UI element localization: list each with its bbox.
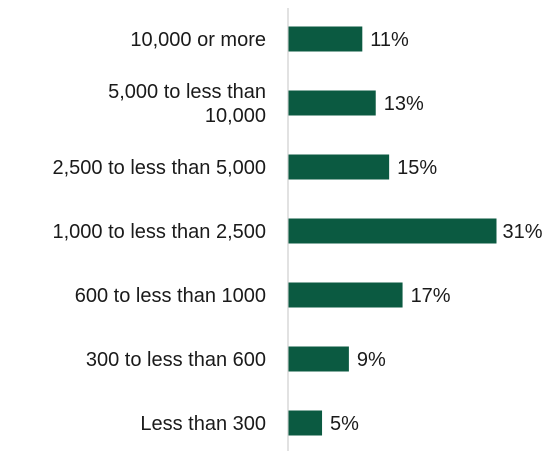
category-label-line: Less than 300	[140, 413, 266, 435]
bar	[288, 90, 376, 116]
category-label-line: 1,000 to less than 2,500	[53, 221, 267, 243]
data-label: 15%	[397, 157, 437, 179]
category-label: 300 to less than 600	[86, 349, 266, 371]
data-label: 9%	[357, 349, 386, 371]
data-label: 11%	[370, 29, 409, 51]
category-label-line: 5,000 to less than	[108, 81, 266, 103]
category-label-line: 600 to less than 1000	[75, 285, 266, 307]
category-label-line: 300 to less than 600	[86, 349, 266, 371]
data-label: 5%	[330, 413, 359, 435]
bar	[288, 410, 323, 436]
category-label: Less than 300	[140, 413, 266, 435]
category-label: 5,000 to less than 10,000	[108, 81, 266, 127]
bar	[288, 154, 390, 180]
category-label-line: 10,000	[205, 105, 266, 127]
bar	[288, 346, 349, 372]
labels-layer: 11% 10,000 or more 13% 5,000 to less than 10…	[53, 29, 543, 435]
category-label: 600 to less than 1000	[75, 285, 266, 307]
bar	[288, 218, 497, 244]
data-label: 13%	[384, 93, 424, 115]
category-label-line: 2,500 to less than 5,000	[53, 157, 267, 179]
category-label: 10,000 or more	[130, 29, 266, 51]
bar	[288, 26, 363, 52]
category-label-line: 10,000 or more	[130, 29, 266, 51]
data-label: 17%	[411, 285, 451, 307]
bars-layer	[288, 26, 497, 436]
category-label: 1,000 to less than 2,500	[53, 221, 267, 243]
category-label: 2,500 to less than 5,000	[53, 157, 267, 179]
data-label: 31%	[503, 221, 543, 243]
bar	[288, 282, 403, 308]
